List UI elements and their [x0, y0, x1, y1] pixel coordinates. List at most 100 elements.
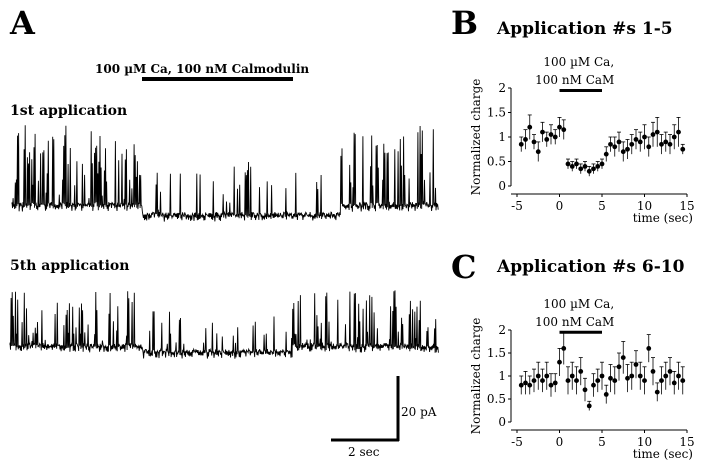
panel-c-plot: 0 0.5 1 1.5 2 -5 0 5 10 15 Normalized charge time (…: [469, 297, 695, 461]
data-point: [527, 124, 533, 130]
application-label: 100 µM Ca, 100 nM Calmodulin: [95, 62, 309, 76]
data-point: [531, 378, 537, 383]
panel-b-plot: 0 0.5 1 1.5 2 -5 0 5 10 15 Normalized charge time (…: [469, 55, 695, 225]
data-point: [620, 149, 626, 155]
data-point: [659, 378, 664, 383]
data-point: [663, 373, 669, 379]
panel-c-title: Application #s 6-10: [496, 257, 685, 277]
x-tick-label: 5: [598, 435, 606, 449]
x-tick-label: 15: [679, 435, 694, 449]
data-point: [625, 146, 630, 152]
data-point: [654, 389, 660, 395]
panel-b-letter: B: [451, 4, 478, 42]
x-tick-label: 0: [556, 435, 564, 449]
data-point: [637, 373, 643, 379]
y-tick-label: 1: [498, 130, 506, 144]
y-tick-label: 2: [498, 323, 506, 337]
data-point: [654, 129, 660, 135]
data-point: [616, 139, 622, 145]
data-point: [603, 151, 609, 157]
data-point: [667, 141, 673, 147]
x-tick-label: 15: [679, 199, 694, 213]
data-point: [616, 364, 622, 370]
data-point: [565, 161, 571, 167]
data-point: [548, 132, 554, 137]
x-tick-label: 0: [556, 199, 564, 213]
data-point: [527, 382, 533, 388]
data-point: [608, 141, 613, 147]
trace-2-label: 5th application: [10, 258, 129, 274]
y-axis-label: Normalized charge: [469, 318, 483, 435]
data-point: [523, 137, 528, 142]
data-point: [637, 139, 643, 145]
data-point: [612, 378, 618, 383]
condition-label-line-2: 100 nM CaM: [535, 73, 614, 87]
y-tick-label: 1.5: [487, 346, 506, 360]
panel-a-letter: A: [9, 4, 36, 42]
data-point: [591, 166, 596, 172]
scale-bar-current-label: 20 pA: [401, 405, 437, 419]
x-tick-label: 5: [598, 199, 606, 213]
data-point: [612, 144, 618, 150]
x-axis-label: time (sec): [633, 447, 693, 461]
y-tick-label: 0.5: [487, 392, 506, 406]
data-point: [582, 387, 588, 393]
data-point: [578, 166, 584, 172]
data-point: [620, 355, 626, 360]
data-point: [603, 392, 609, 397]
y-tick-label: 1: [498, 369, 506, 383]
panel-b-title: Application #s 1-5: [496, 19, 673, 39]
data-point: [629, 141, 635, 147]
data-point: [574, 378, 579, 383]
y-tick-label: 0: [498, 415, 506, 429]
panel-c: C Application #s 6-10 0 0.5 1 1.5 2 -5 0 5 10 15 N…: [451, 248, 695, 461]
data-point: [531, 139, 537, 145]
data-point: [642, 378, 647, 383]
panel-b: B Application #s 1-5 0 0.5 1 1.5 2 -5 0 5 10 15 No…: [451, 4, 695, 225]
data-point: [544, 373, 550, 379]
x-axis-label: time (sec): [633, 211, 693, 225]
data-point: [650, 132, 656, 137]
condition-label-line-1: 100 µM Ca,: [543, 297, 614, 311]
data-point: [671, 134, 677, 140]
data-point: [565, 378, 571, 383]
x-tick-label: 10: [637, 435, 652, 449]
current-trace-5th-application: [9, 290, 439, 359]
data-point: [676, 129, 681, 135]
data-point: [608, 375, 613, 381]
data-point: [591, 382, 596, 388]
data-point: [633, 137, 639, 142]
data-point: [574, 161, 579, 167]
condition-label-line-2: 100 nM CaM: [535, 315, 614, 329]
data-point: [680, 378, 686, 383]
data-point: [544, 137, 550, 142]
data-point: [642, 134, 647, 140]
data-point: [633, 362, 639, 367]
data-point: [561, 127, 567, 133]
data-point: [535, 373, 541, 379]
data-point: [569, 373, 575, 379]
data-point: [650, 369, 656, 374]
data-point: [518, 382, 524, 388]
data-point: [518, 141, 524, 147]
y-tick-label: 0: [498, 179, 506, 193]
data-point: [599, 373, 605, 379]
data-point: [557, 124, 562, 130]
data-point: [629, 373, 635, 379]
data-point: [663, 139, 669, 145]
current-trace-1st-application: [11, 125, 439, 222]
data-point: [646, 144, 652, 150]
data-point: [659, 141, 664, 147]
y-axis-label: Normalized charge: [469, 79, 483, 196]
data-point: [578, 369, 584, 374]
data-point: [595, 378, 601, 383]
data-point: [595, 164, 601, 169]
data-point: [599, 161, 605, 167]
data-point: [582, 164, 588, 169]
y-tick-label: 0.5: [487, 155, 506, 169]
data-point: [671, 380, 677, 386]
data-point: [667, 369, 673, 374]
data-point: [557, 359, 562, 365]
scale-bar: 20 pA 2 sec: [331, 376, 437, 459]
data-point: [540, 378, 545, 383]
